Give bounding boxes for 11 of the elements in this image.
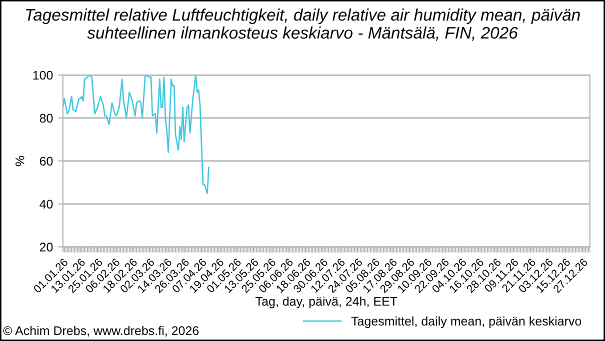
y-tick-label: 20 xyxy=(40,242,53,252)
y-tick-label: 100 xyxy=(33,70,53,80)
y-axis-title: % xyxy=(16,156,24,166)
chart-title: Tagesmittel relative Luftfeuchtigkeit, daily relative air humidity mean, päivän suhteellinen ilmankosteus keskiarvo - Mäntsälä, FIN, 2026 xyxy=(26,8,580,41)
text: © Achim Drebs, www.drebs.fi, 2026 xyxy=(3,326,199,337)
line-series xyxy=(62,75,210,194)
legend-label: Tagesmittel, daily mean, päivän keskiarvo xyxy=(351,316,582,328)
y-tick-label: 80 xyxy=(40,114,53,123)
y-tick-label: 40 xyxy=(40,200,53,209)
x-axis-title: Tag, day, päivä, 24h, EET xyxy=(256,296,398,308)
y-tick-label: 60 xyxy=(40,156,53,166)
